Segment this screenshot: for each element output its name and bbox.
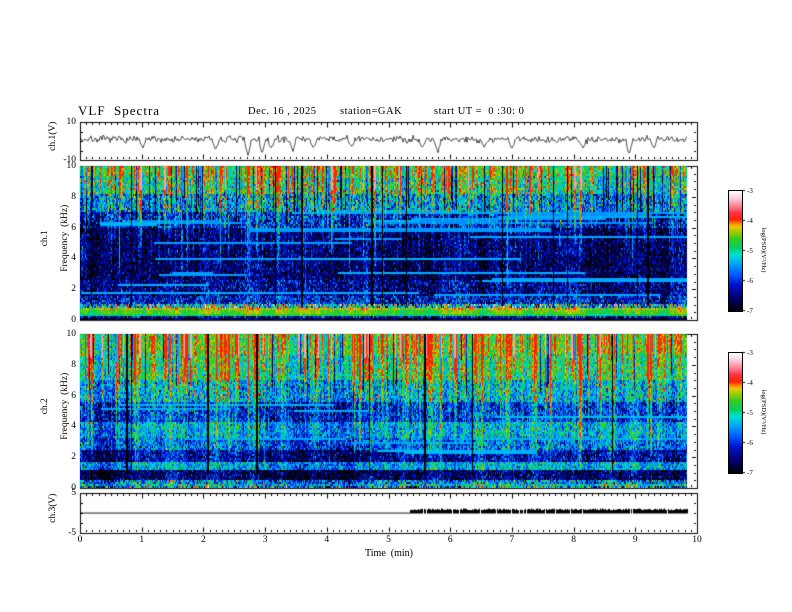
x-axis-label: Time (min) xyxy=(365,548,413,559)
y-tick-label: 8 xyxy=(71,191,76,202)
x-tick-label: 1 xyxy=(139,535,145,545)
figure-date: Dec. 16 , 2025 xyxy=(248,106,317,117)
ch2-spec-ylabel: ch.2 Frequency (kHz) xyxy=(30,356,70,466)
x-tick-label: 2 xyxy=(201,535,206,545)
colorbar-tick-label: -4 xyxy=(747,378,753,387)
y-tick-label: 0 xyxy=(71,315,76,325)
ch1-spectrogram-canvas xyxy=(80,166,697,320)
x-tick-label: 9 xyxy=(632,535,638,545)
y-tick-label: 4 xyxy=(71,421,76,432)
ch3-wave-ylabel-text: ch.3(V) xyxy=(48,493,58,523)
x-tick-label: 10 xyxy=(692,535,702,545)
y-tick-label: -5 xyxy=(68,528,76,538)
ch3-wave-ylabel: ch.3(V) xyxy=(38,473,58,553)
x-tick-label: 5 xyxy=(386,535,391,545)
y-tick-label: 10 xyxy=(66,161,77,171)
y-tick-label: 4 xyxy=(71,253,76,264)
colorbar-tick-label: -4 xyxy=(747,216,753,225)
ch1-spec-ylabel-line1: ch.1 xyxy=(40,230,50,247)
y-tick-label: 2 xyxy=(71,452,76,463)
ch2-spectrogram-canvas xyxy=(80,334,697,488)
colorbar2-label: log(PSD)(V²/Hz) xyxy=(760,389,767,435)
colorbar1-label: log(PSD)(V²/Hz) xyxy=(760,227,767,273)
colorbar-tick-label: -5 xyxy=(747,246,753,255)
y-tick-label: 0 xyxy=(71,483,76,493)
x-tick-label: 0 xyxy=(77,535,83,545)
colorbar-tick-label: -5 xyxy=(747,408,753,417)
x-tick-label: 3 xyxy=(262,535,268,545)
figure-title: VLF Spectra xyxy=(78,103,161,118)
colorbar-tick-label: -6 xyxy=(747,276,753,285)
ch1-waveform-canvas xyxy=(80,122,697,160)
y-tick-label: 2 xyxy=(71,284,76,295)
ch1-wave-ylabel: ch.1(V) xyxy=(38,101,58,181)
y-tick-label: 5 xyxy=(71,488,76,498)
colorbar-tick-label: -6 xyxy=(747,438,753,447)
ch1-spec-ylabel-line2: Frequency (kHz) xyxy=(60,204,70,272)
x-tick-label: 4 xyxy=(324,535,330,545)
ch2-spec-ylabel-line1: ch.2 xyxy=(40,398,50,415)
station-label: station=GAK xyxy=(340,106,403,117)
start-ut-label: start UT = 0 :30: 0 xyxy=(434,106,525,117)
colorbar-ch1 xyxy=(728,190,743,312)
ch1-spec-ylabel: ch.1 Frequency (kHz) xyxy=(30,188,70,298)
y-tick-label: 6 xyxy=(71,390,76,401)
colorbar-tick-label: -3 xyxy=(747,186,753,195)
x-tick-label: 6 xyxy=(447,535,453,545)
y-tick-label: 6 xyxy=(71,222,76,233)
ch3-waveform-canvas xyxy=(80,493,697,533)
colorbar-tick-label: -7 xyxy=(747,306,753,315)
x-tick-label: 8 xyxy=(571,535,576,545)
colorbar-ch2 xyxy=(728,352,743,474)
ch1-wave-ylabel-text: ch.1(V) xyxy=(48,121,58,151)
ch2-spec-ylabel-line2: Frequency (kHz) xyxy=(60,372,70,440)
colorbar-tick-label: -7 xyxy=(747,468,753,477)
y-tick-label: -10 xyxy=(63,155,76,165)
y-tick-label: 10 xyxy=(66,117,77,127)
y-tick-label: 10 xyxy=(66,329,77,339)
colorbar-tick-label: -3 xyxy=(747,348,753,357)
y-tick-label: 8 xyxy=(71,359,76,370)
x-tick-label: 7 xyxy=(509,535,515,545)
